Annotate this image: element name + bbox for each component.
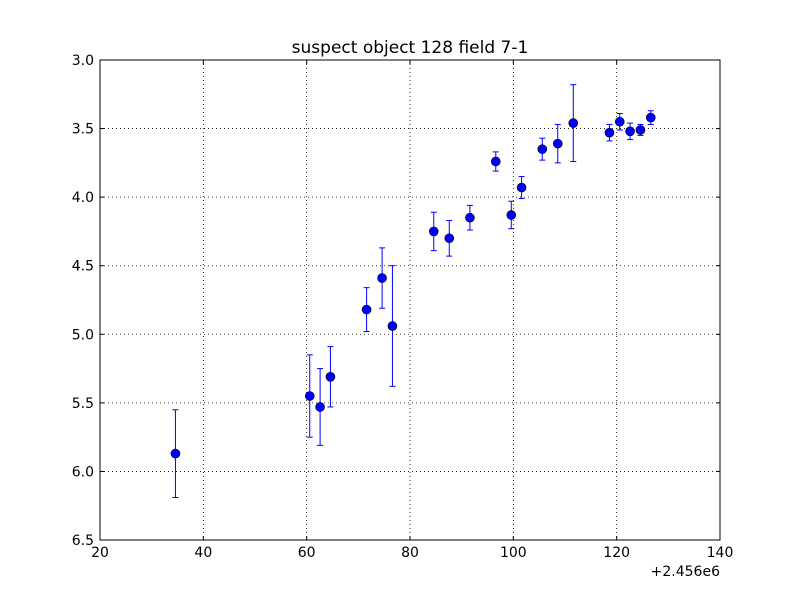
x-tick-label: 100 [500, 545, 527, 561]
x-axis-offset-label: +2.456e6 [651, 564, 720, 580]
data-point [465, 212, 475, 223]
y-tick-label: 4.0 [72, 190, 94, 206]
data-point [387, 321, 398, 331]
y-tick-label: 6.5 [72, 533, 94, 549]
y-tick-label: 6.0 [72, 464, 94, 480]
data-point [170, 448, 181, 459]
data-point [568, 118, 579, 128]
y-tick-label: 5.5 [72, 396, 94, 412]
data-point [537, 144, 548, 154]
data-point [490, 156, 501, 167]
data-point [604, 127, 615, 138]
y-tick-label: 4.5 [72, 259, 94, 275]
data-point [444, 233, 455, 244]
data-point [635, 125, 646, 135]
data-point [325, 371, 336, 382]
chart-title: suspect object 128 field 7-1 [292, 38, 529, 58]
data-point [614, 116, 625, 127]
data-point [361, 304, 372, 315]
data-point [625, 126, 635, 137]
axis-ticks [99, 59, 721, 541]
data-point [645, 112, 656, 123]
data-point [377, 273, 387, 283]
x-tick-label: 140 [707, 545, 734, 561]
data-point [552, 138, 563, 149]
y-tick-label: 3.0 [72, 53, 94, 69]
y-tick-label: 5.0 [72, 327, 94, 343]
x-tick-label: 20 [91, 545, 109, 561]
data-point [516, 182, 527, 193]
x-tick-labels: 20 40 60 80 100 120 140 [91, 545, 733, 561]
x-tick-label: 60 [298, 545, 316, 561]
data-point [506, 210, 517, 220]
x-tick-label: 40 [194, 545, 212, 561]
grid [100, 60, 720, 540]
y-tick-label: 3.5 [72, 122, 94, 138]
data-markers [170, 112, 656, 459]
data-point [304, 391, 315, 401]
data-point [428, 226, 439, 237]
y-tick-labels: 3.0 3.5 4.0 4.5 5.0 5.5 6.0 6.5 [72, 53, 94, 549]
data-point [315, 402, 325, 412]
x-tick-label: 120 [603, 545, 630, 561]
x-tick-label: 80 [401, 545, 419, 561]
